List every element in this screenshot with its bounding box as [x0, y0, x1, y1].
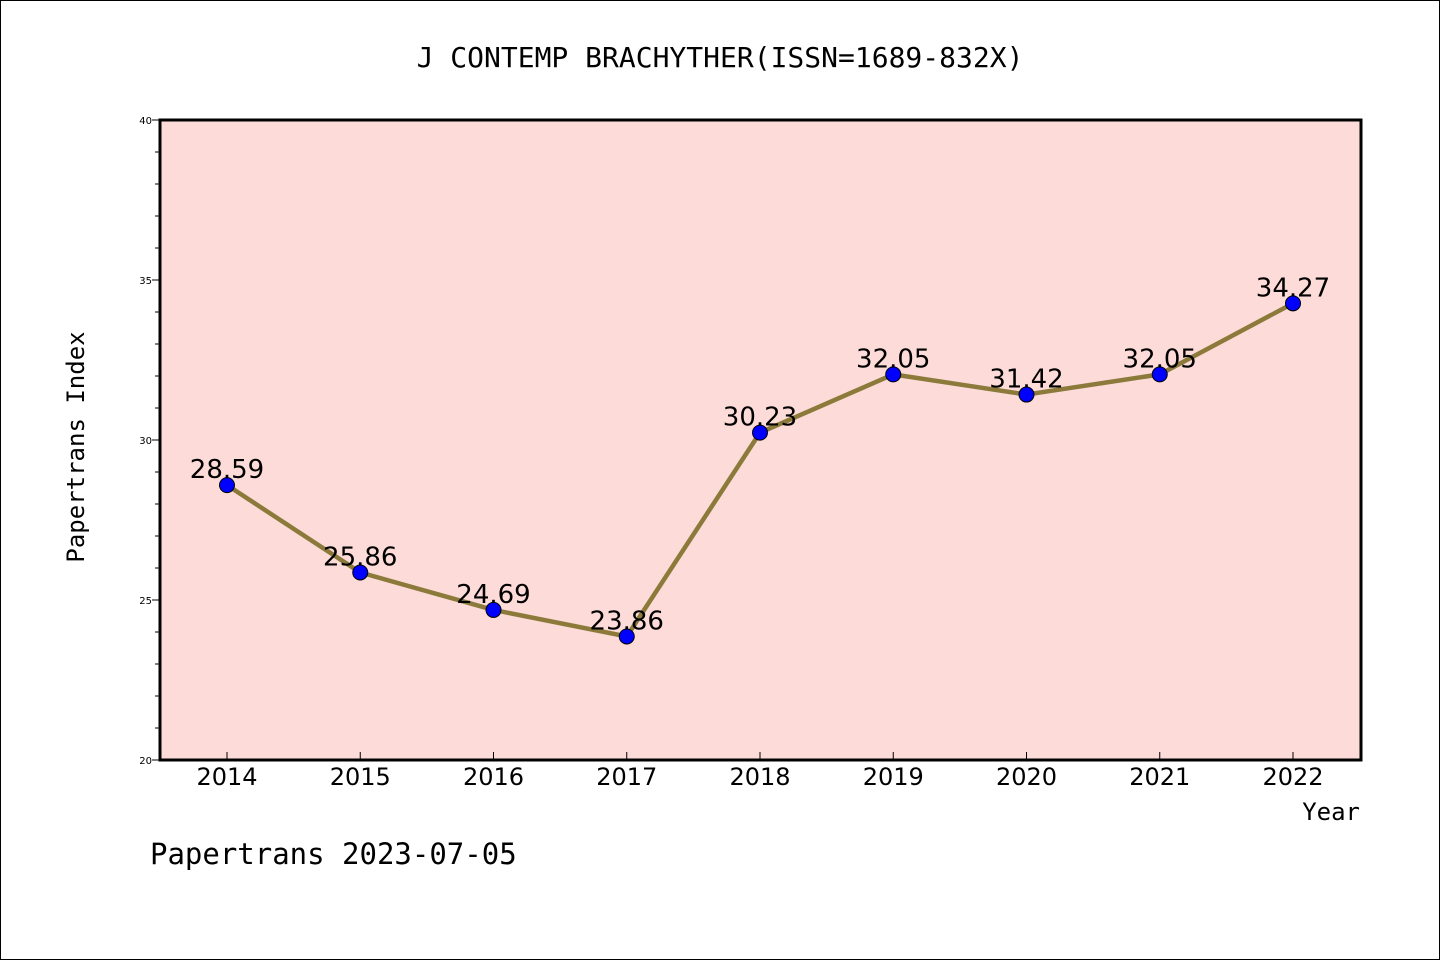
- x-axis-label: Year: [1302, 798, 1360, 826]
- data-label: 28.59: [190, 455, 264, 485]
- data-point: [219, 477, 235, 494]
- data-label: 23.86: [590, 606, 664, 636]
- x-tick-label: 2017: [596, 763, 657, 791]
- data-label: 30.23: [723, 403, 797, 433]
- y-tick-label: 40: [139, 116, 152, 127]
- data-labels: 28.59 25.86 24.69 23.86 30.23 32.05 31.42 32.05…: [190, 273, 1330, 636]
- y-tick-label: 20: [139, 756, 152, 767]
- data-point: [752, 424, 768, 441]
- x-tick-label: 2018: [729, 763, 790, 791]
- data-label: 34.27: [1256, 273, 1330, 303]
- x-tick-label: 2021: [1129, 763, 1190, 791]
- data-point: [1018, 386, 1035, 403]
- chart-title: J CONTEMP BRACHYTHER(ISSN=1689-832X): [417, 41, 1024, 74]
- data-point: [1151, 366, 1168, 383]
- data-label: 32.05: [1123, 344, 1197, 374]
- data-point: [352, 564, 369, 581]
- x-tick-label: 2014: [196, 763, 257, 791]
- x-tick-label: 2015: [330, 763, 391, 791]
- x-axis-ticks: 2014 2015 2016 2017 2018 2019 2020 2021 2022: [196, 752, 1324, 791]
- data-label: 31.42: [989, 365, 1063, 395]
- x-tick-label: 2019: [863, 763, 924, 791]
- data-label: 32.05: [856, 344, 930, 374]
- x-tick-label: 2022: [1262, 763, 1323, 791]
- data-label: 25.86: [323, 542, 397, 572]
- data-point: [1285, 295, 1301, 312]
- y-axis-label: Papertrans Index: [62, 331, 90, 562]
- data-point: [485, 601, 502, 618]
- footer-text: Papertrans 2023-07-05: [150, 837, 517, 871]
- y-tick-label: 35: [139, 276, 152, 287]
- y-tick-label: 25: [139, 596, 152, 607]
- data-point: [618, 628, 635, 645]
- x-tick-label: 2020: [996, 763, 1057, 791]
- y-axis-ticks: 20 25 30 35 40: [139, 116, 160, 767]
- data-points: [219, 295, 1301, 645]
- x-tick-label: 2016: [463, 763, 524, 791]
- data-label: 24.69: [456, 580, 530, 610]
- data-point: [885, 366, 902, 383]
- y-tick-label: 30: [139, 436, 152, 447]
